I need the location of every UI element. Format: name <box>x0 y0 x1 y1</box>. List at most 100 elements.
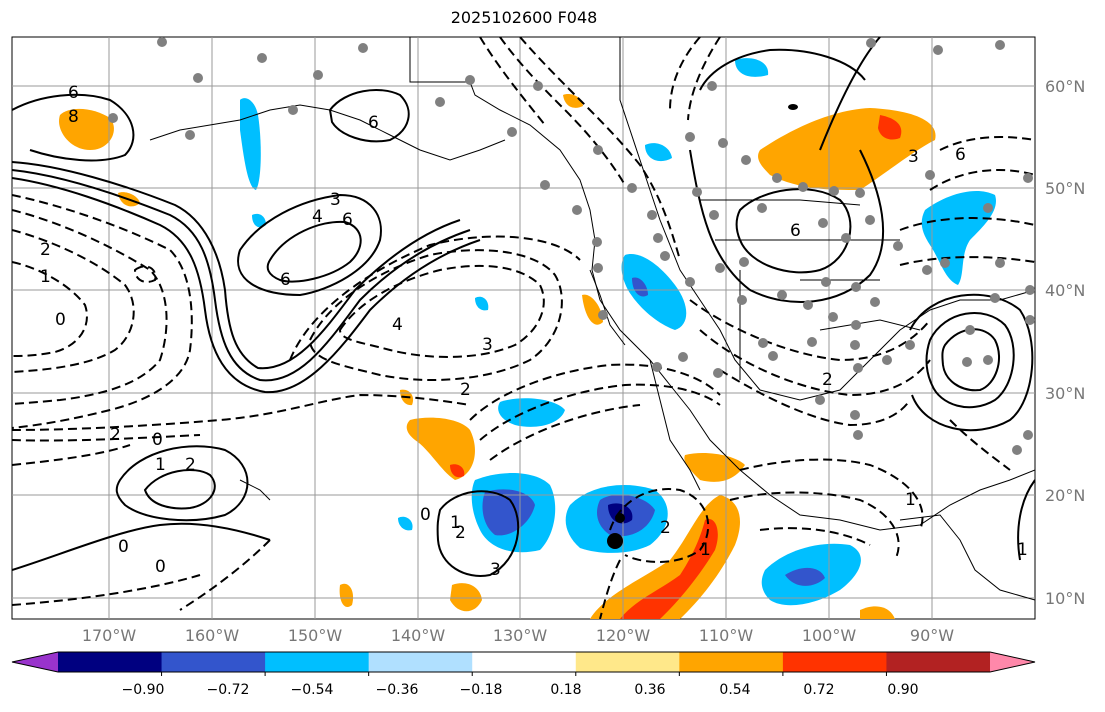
lat-label: 20°N <box>1045 486 1086 505</box>
lon-label: 130°W <box>492 626 548 645</box>
colorbar-segment <box>161 652 266 672</box>
shade-blue-small-8 <box>475 296 489 311</box>
lon-label: 110°W <box>698 626 754 645</box>
colorbar-extend-low <box>12 652 58 672</box>
colorbar-segment <box>886 652 991 672</box>
contour-label: 1 <box>450 513 461 533</box>
colorbar-tick-label: −0.90 <box>121 682 165 698</box>
anomaly-shading <box>59 58 996 619</box>
shade-alaska-orange <box>59 108 114 150</box>
lon-label: 170°W <box>81 626 137 645</box>
contour-label: 3 <box>482 335 493 355</box>
marker-dot <box>615 513 625 523</box>
contour-label: 4 <box>312 207 323 227</box>
station-dots <box>108 37 1035 455</box>
contour-label: 2 <box>460 380 471 400</box>
shade-blue-canadian-2 <box>645 143 672 162</box>
colorbar-tick-label: −0.72 <box>206 682 250 698</box>
shade-blue-rockies <box>621 254 687 330</box>
colorbar-segment <box>575 652 680 672</box>
contour-label: 6 <box>955 145 966 165</box>
shade-canada-red <box>878 115 902 140</box>
lon-label: 90°W <box>909 626 955 645</box>
shade-orange-small-5 <box>450 583 482 612</box>
shade-blue-small-3 <box>398 516 413 531</box>
contour-label: 2 <box>110 425 121 445</box>
shade-orange-baja <box>582 294 603 325</box>
shade-red-pac-1 <box>450 464 465 478</box>
contour-label: 0 <box>118 537 129 557</box>
contour-label: 6 <box>342 210 353 230</box>
colorbar-tick-label: −0.18 <box>459 682 503 698</box>
contour-label: 8 <box>68 107 79 127</box>
contour-label: 0 <box>152 430 163 450</box>
colorbar-tick-label: 0.72 <box>803 682 835 698</box>
shade-orange-pac-4 <box>590 495 740 619</box>
shade-red-pac-4 <box>620 519 718 619</box>
colorbar-segment <box>58 652 163 672</box>
colorbar-tick-label: 0.36 <box>634 682 666 698</box>
dashed-contours <box>12 37 1035 619</box>
shade-alaska-blue <box>240 98 261 190</box>
contour-label: 0 <box>420 505 431 525</box>
colorbar-segment <box>368 652 473 672</box>
shade-orange-small-7 <box>860 606 895 619</box>
colorbar-extend-high <box>990 652 1035 672</box>
lat-label: 60°N <box>1045 77 1086 96</box>
shade-darkblue-rockies <box>632 277 648 297</box>
contour-label: 2 <box>822 370 833 390</box>
colorbar-segment <box>472 652 577 672</box>
contour-label: 3 <box>908 147 919 167</box>
lon-label: 150°W <box>287 626 343 645</box>
contour-label: 0 <box>155 557 166 577</box>
contour-label: 6 <box>790 221 801 241</box>
contour-label: 1 <box>905 490 916 510</box>
shade-orange-pac-1 <box>406 417 475 480</box>
marker-dot <box>607 533 623 549</box>
contour-label: 2 <box>455 523 466 543</box>
colorbar-tick-label: −0.54 <box>290 682 334 698</box>
colorbar-tick-label: 0.54 <box>719 682 751 698</box>
colorbar-tick-label: 0.90 <box>887 682 919 698</box>
colorbar-segment <box>265 652 370 672</box>
contour-label: 1 <box>1017 540 1028 560</box>
marker-dot <box>788 104 798 110</box>
colorbar-tick-label: −0.36 <box>375 682 419 698</box>
colorbar-segment <box>782 652 887 672</box>
lat-label: 40°N <box>1045 281 1086 300</box>
contour-label: 6 <box>68 83 79 103</box>
graticule <box>12 37 1035 619</box>
lon-label: 140°W <box>390 626 446 645</box>
contour-label: 6 <box>280 270 291 290</box>
contour-label: 6 <box>368 113 379 133</box>
colorbar <box>11 651 1036 676</box>
colorbar-segment <box>679 652 784 672</box>
shade-blue-canadian-3 <box>735 58 769 77</box>
shade-darkblue-pac-2 <box>482 489 535 536</box>
contour-label: 4 <box>392 315 403 335</box>
contour-label: 3 <box>330 190 341 210</box>
contour-label: 1 <box>40 267 51 287</box>
lon-label: 120°W <box>595 626 651 645</box>
colorbar-tick-label: 0.18 <box>550 682 582 698</box>
contour-label: 2 <box>185 455 196 475</box>
contour-label: 0 <box>55 310 66 330</box>
contour-label: 3 <box>490 560 501 580</box>
shade-orange-small-6 <box>339 583 354 608</box>
map-title: 2025102600 F048 <box>450 8 598 27</box>
lon-label: 160°W <box>184 626 240 645</box>
colorbar-outline <box>11 651 1036 673</box>
shade-darkblue-pac-5 <box>785 567 825 586</box>
contour-label: 2 <box>40 240 51 260</box>
shade-small-blue-1 <box>252 213 266 228</box>
lat-label: 50°N <box>1045 179 1086 198</box>
shade-blue-pac-1 <box>498 398 565 427</box>
contour-label: 1 <box>700 540 711 560</box>
shade-orange-small-2 <box>563 94 583 108</box>
contour-label: 2 <box>660 518 671 538</box>
lat-label: 30°N <box>1045 384 1086 403</box>
contour-label: 1 <box>155 455 166 475</box>
lon-label: 100°W <box>801 626 857 645</box>
contour-labels: 6 8 3 4 6 6 4 3 2 2 1 0 2 1 0 1 2 0 0 1 … <box>40 83 1028 580</box>
